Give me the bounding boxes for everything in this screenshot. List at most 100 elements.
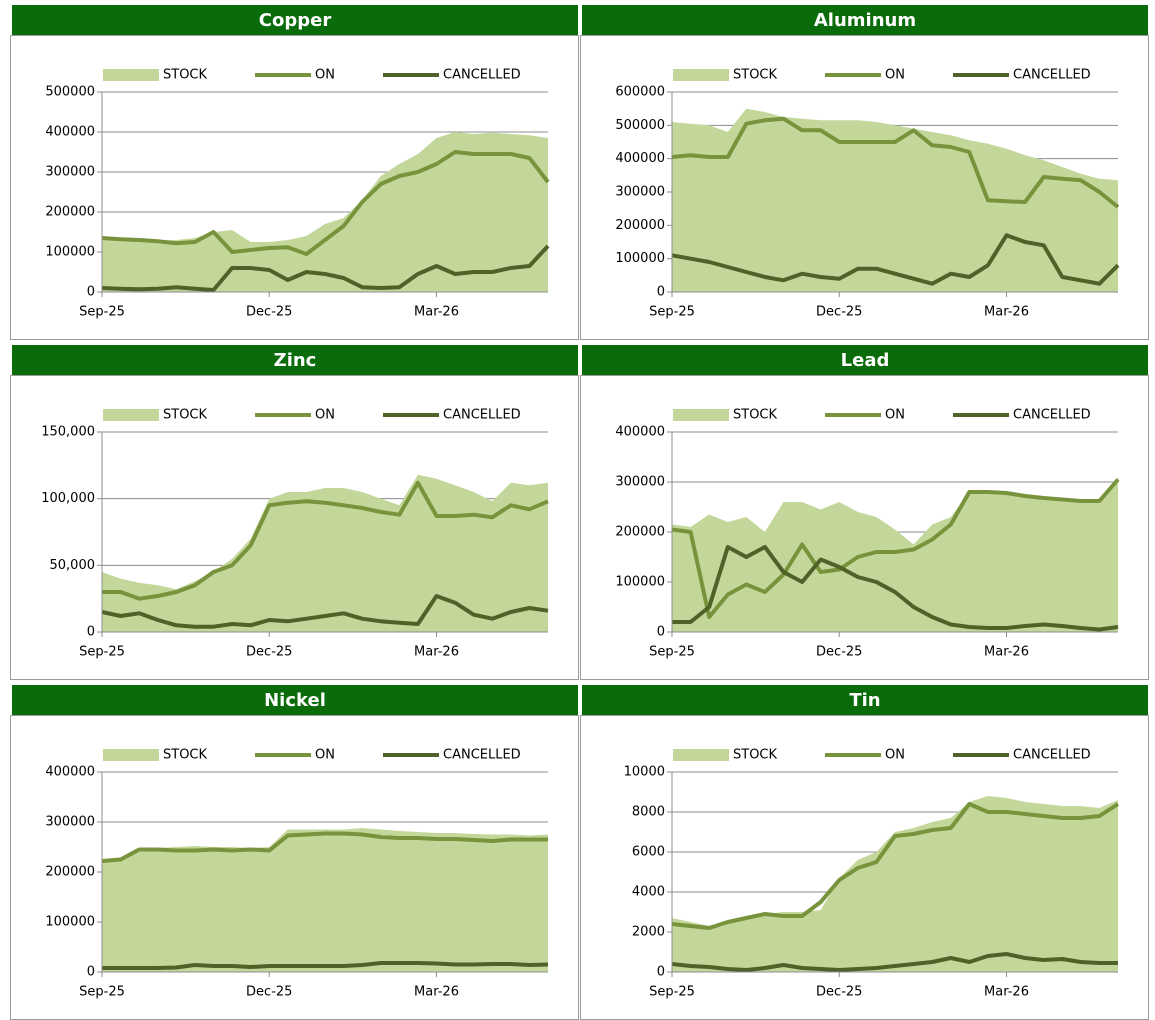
chart-title: Tin — [849, 690, 880, 711]
y-tick-label: 2000 — [632, 925, 665, 940]
x-tick-label: Dec-25 — [816, 645, 862, 660]
panel-header — [12, 685, 578, 715]
chart-panel: Lead 0 100000 200000 300000 400000 Sep-25 Dec-2… — [580, 345, 1149, 680]
y-tick-label: 100,000 — [41, 491, 95, 506]
line-series — [102, 961, 549, 970]
panel-header — [582, 5, 1148, 35]
legend-label: ON — [315, 408, 335, 423]
y-tick-label: 200000 — [45, 205, 95, 220]
x-tick-label: Mar-26 — [414, 645, 459, 660]
y-tick-label: 100000 — [615, 575, 665, 590]
y-tick-label: 100000 — [45, 915, 95, 930]
legend-label: STOCK — [733, 68, 778, 83]
panel-header — [12, 345, 578, 375]
y-tick-label: 50,000 — [50, 558, 96, 573]
area-series — [102, 828, 548, 972]
y-tick-label: 600000 — [615, 85, 665, 100]
legend-swatch — [103, 409, 159, 421]
chart-title: Nickel — [264, 690, 326, 711]
chart-panel: Aluminum 0 100000 200000 300000 400000 500000 6… — [580, 5, 1149, 340]
line-series — [671, 233, 1120, 286]
legend-swatch — [673, 409, 729, 421]
x-tick-label: Dec-25 — [246, 645, 292, 660]
y-tick-label: 200000 — [615, 218, 665, 233]
y-tick-label: 500000 — [45, 85, 95, 100]
legend-label: STOCK — [733, 408, 778, 423]
chart-panel: Zinc 0 50,000 100,000 150,000 Sep-25 Dec-25 Mar… — [10, 345, 579, 680]
y-tick-label: 400000 — [615, 151, 665, 166]
legend-label: ON — [885, 748, 905, 763]
x-tick-label: Mar-26 — [984, 305, 1029, 320]
y-tick-label: 6000 — [632, 845, 665, 860]
x-tick-label: Mar-26 — [984, 645, 1029, 660]
y-tick-label: 100000 — [45, 245, 95, 260]
chart-title: Copper — [259, 10, 332, 31]
x-tick-label: Sep-25 — [79, 985, 125, 1000]
x-tick-label: Sep-25 — [649, 305, 695, 320]
x-tick-label: Dec-25 — [816, 305, 862, 320]
chart-panel: Nickel 0 100000 200000 300000 400000 Sep-25 Dec… — [10, 685, 579, 1020]
y-tick-label: 500000 — [615, 118, 665, 133]
y-tick-label: 0 — [87, 285, 95, 300]
line-series — [101, 594, 549, 629]
line-series — [671, 478, 1120, 619]
x-tick-label: Mar-26 — [414, 305, 459, 320]
chart-panel: Tin 0 2000 4000 6000 8000 10000 Sep-25 Dec-25 Mar… — [580, 685, 1149, 1020]
legend-swatch — [103, 69, 159, 81]
y-tick-label: 0 — [657, 625, 665, 640]
y-tick-label: 400000 — [615, 425, 665, 440]
x-tick-label: Sep-25 — [649, 985, 695, 1000]
y-tick-label: 0 — [87, 965, 95, 980]
chart-panel: Copper 0 100000 200000 300000 400000 500000 Sep… — [10, 5, 579, 340]
legend-label: CANCELLED — [1013, 68, 1091, 83]
legend-label: ON — [885, 68, 905, 83]
y-tick-label: 300000 — [615, 475, 665, 490]
legend-label: STOCK — [163, 408, 208, 423]
y-tick-label: 300000 — [615, 185, 665, 200]
y-tick-label: 150,000 — [41, 425, 95, 440]
y-tick-label: 300000 — [45, 165, 95, 180]
area-series — [672, 796, 1118, 972]
y-tick-label: 400000 — [45, 765, 95, 780]
y-tick-label: 400000 — [45, 125, 95, 140]
legend-label: CANCELLED — [1013, 748, 1091, 763]
chart-title: Aluminum — [814, 10, 916, 31]
panel-header — [582, 685, 1148, 715]
line-series — [671, 802, 1120, 930]
panel-header — [12, 5, 578, 35]
line-series — [101, 244, 550, 292]
legend-swatch — [673, 69, 729, 81]
x-tick-label: Dec-25 — [816, 985, 862, 1000]
line-series — [671, 116, 1120, 209]
x-tick-label: Sep-25 — [79, 645, 125, 660]
legend-label: STOCK — [163, 748, 208, 763]
x-tick-label: Sep-25 — [79, 305, 125, 320]
x-tick-label: Dec-25 — [246, 985, 292, 1000]
x-tick-label: Dec-25 — [246, 305, 292, 320]
y-tick-label: 4000 — [632, 885, 665, 900]
y-tick-label: 0 — [657, 285, 665, 300]
legend-label: CANCELLED — [443, 408, 521, 423]
legend-swatch — [103, 749, 159, 761]
chart-title: Lead — [841, 350, 890, 371]
y-tick-label: 10000 — [624, 765, 665, 780]
y-tick-label: 0 — [657, 965, 665, 980]
legend-label: ON — [885, 408, 905, 423]
legend-label: CANCELLED — [443, 68, 521, 83]
legend-label: ON — [315, 748, 335, 763]
y-tick-label: 200000 — [45, 865, 95, 880]
line-series — [102, 480, 549, 601]
panel-header — [582, 345, 1148, 375]
area-series — [102, 132, 548, 292]
area-series — [672, 477, 1118, 632]
y-tick-label: 8000 — [632, 805, 665, 820]
y-tick-label: 300000 — [45, 815, 95, 830]
x-tick-label: Mar-26 — [984, 985, 1029, 1000]
legend-swatch — [673, 749, 729, 761]
legend-label: CANCELLED — [443, 748, 521, 763]
y-tick-label: 0 — [87, 625, 95, 640]
line-series — [101, 831, 548, 863]
legend-label: STOCK — [733, 748, 778, 763]
legend-label: ON — [315, 68, 335, 83]
chart-title: Zinc — [274, 350, 317, 371]
